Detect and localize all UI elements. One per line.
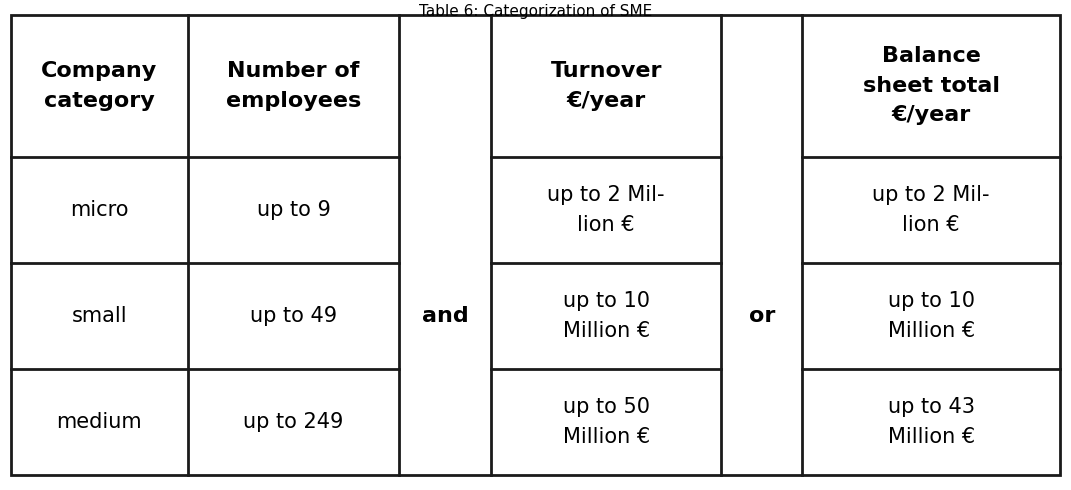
- Text: and: and: [422, 306, 468, 326]
- Text: Turnover
€/year: Turnover €/year: [550, 61, 662, 111]
- Text: up to 2 Mil-
lion €: up to 2 Mil- lion €: [547, 185, 665, 235]
- Text: medium: medium: [57, 412, 142, 432]
- Text: up to 2 Mil-
lion €: up to 2 Mil- lion €: [873, 185, 990, 235]
- Text: up to 10
Million €: up to 10 Million €: [562, 291, 650, 341]
- Text: up to 50
Million €: up to 50 Million €: [562, 397, 650, 447]
- Text: up to 9: up to 9: [257, 200, 331, 220]
- Text: or: or: [749, 306, 775, 326]
- Text: Balance
sheet total
€/year: Balance sheet total €/year: [863, 46, 999, 125]
- Text: up to 249: up to 249: [243, 412, 344, 432]
- Text: Number of
employees: Number of employees: [226, 61, 361, 111]
- Text: Table 6: Categorization of SME: Table 6: Categorization of SME: [419, 4, 652, 19]
- Text: up to 43
Million €: up to 43 Million €: [888, 397, 975, 447]
- Text: small: small: [72, 306, 127, 326]
- Text: micro: micro: [70, 200, 129, 220]
- Text: up to 10
Million €: up to 10 Million €: [888, 291, 975, 341]
- Text: up to 49: up to 49: [250, 306, 337, 326]
- Text: Company
category: Company category: [42, 61, 157, 111]
